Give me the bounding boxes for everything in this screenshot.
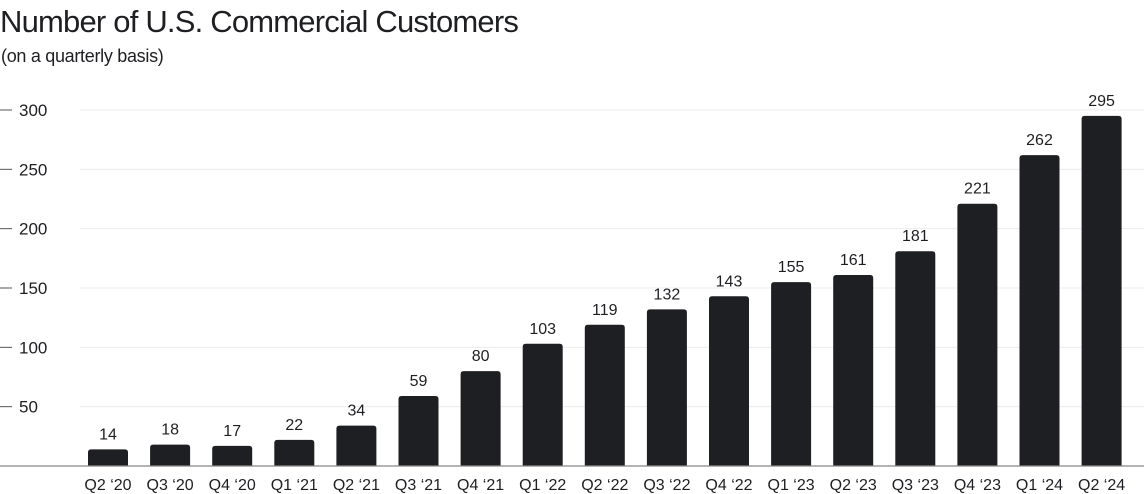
x-tick-label: Q4 ‘21 (457, 477, 504, 494)
y-tick-label: 200 (19, 220, 47, 239)
y-tick-label: 250 (19, 160, 47, 179)
bar (709, 296, 749, 466)
data-label: 17 (223, 423, 241, 440)
data-label: 155 (778, 259, 805, 276)
x-tick-label: Q1 ‘22 (519, 477, 566, 494)
x-tick-label: Q3 ‘21 (395, 477, 442, 494)
x-tick-label: Q1 ‘21 (271, 477, 318, 494)
y-tick-label: 300 (19, 101, 47, 120)
data-label: 18 (161, 422, 179, 439)
y-tick-label: 50 (19, 398, 38, 417)
bar (336, 425, 377, 466)
data-label: 181 (902, 228, 929, 245)
x-tick-label: Q2 ‘20 (84, 477, 131, 494)
bar (212, 445, 253, 466)
bar (584, 324, 625, 466)
x-tick-label: Q4 ‘22 (705, 477, 752, 494)
data-label: 119 (592, 302, 618, 319)
data-label: 161 (840, 252, 867, 269)
bar (1081, 115, 1122, 466)
data-label: 22 (285, 417, 303, 434)
data-label: 80 (472, 348, 490, 365)
bar (771, 282, 812, 466)
data-label: 262 (1026, 132, 1053, 149)
bar (957, 203, 998, 466)
x-tick-label: Q2 ‘22 (581, 477, 628, 494)
bar (274, 439, 315, 466)
bar (895, 251, 936, 466)
data-label: 59 (410, 373, 428, 390)
bar (460, 371, 501, 466)
data-label: 221 (964, 181, 991, 198)
x-tick-label: Q3 ‘23 (892, 477, 939, 494)
x-tick-label: Q2 ‘21 (333, 477, 380, 494)
data-label: 34 (348, 403, 366, 420)
chart-subtitle: (on a quarterly basis) (1, 46, 164, 66)
data-label: 14 (99, 426, 117, 443)
data-label: 132 (654, 286, 681, 303)
bar (88, 449, 128, 466)
x-tick-label: Q4 ‘23 (954, 477, 1001, 494)
bar (833, 274, 874, 466)
x-tick-label: Q3 ‘20 (147, 477, 194, 494)
bar (522, 343, 563, 466)
x-tick-label: Q2 ‘24 (1078, 477, 1125, 494)
data-label: 295 (1088, 93, 1115, 110)
bar (398, 395, 439, 466)
bar (1019, 155, 1060, 467)
y-tick-label: 150 (19, 279, 47, 298)
data-label: 143 (716, 273, 743, 290)
x-tick-label: Q3 ‘22 (643, 477, 690, 494)
x-tick-label: Q2 ‘23 (830, 477, 877, 494)
y-tick-label: 100 (19, 338, 47, 357)
x-tick-label: Q1 ‘23 (768, 477, 815, 494)
bar (150, 444, 191, 466)
x-tick-label: Q1 ‘24 (1016, 477, 1063, 494)
chart-title: Number of U.S. Commercial Customers (0, 4, 519, 39)
bar (646, 309, 687, 466)
x-tick-label: Q4 ‘20 (209, 477, 256, 494)
data-label: 103 (529, 321, 556, 338)
